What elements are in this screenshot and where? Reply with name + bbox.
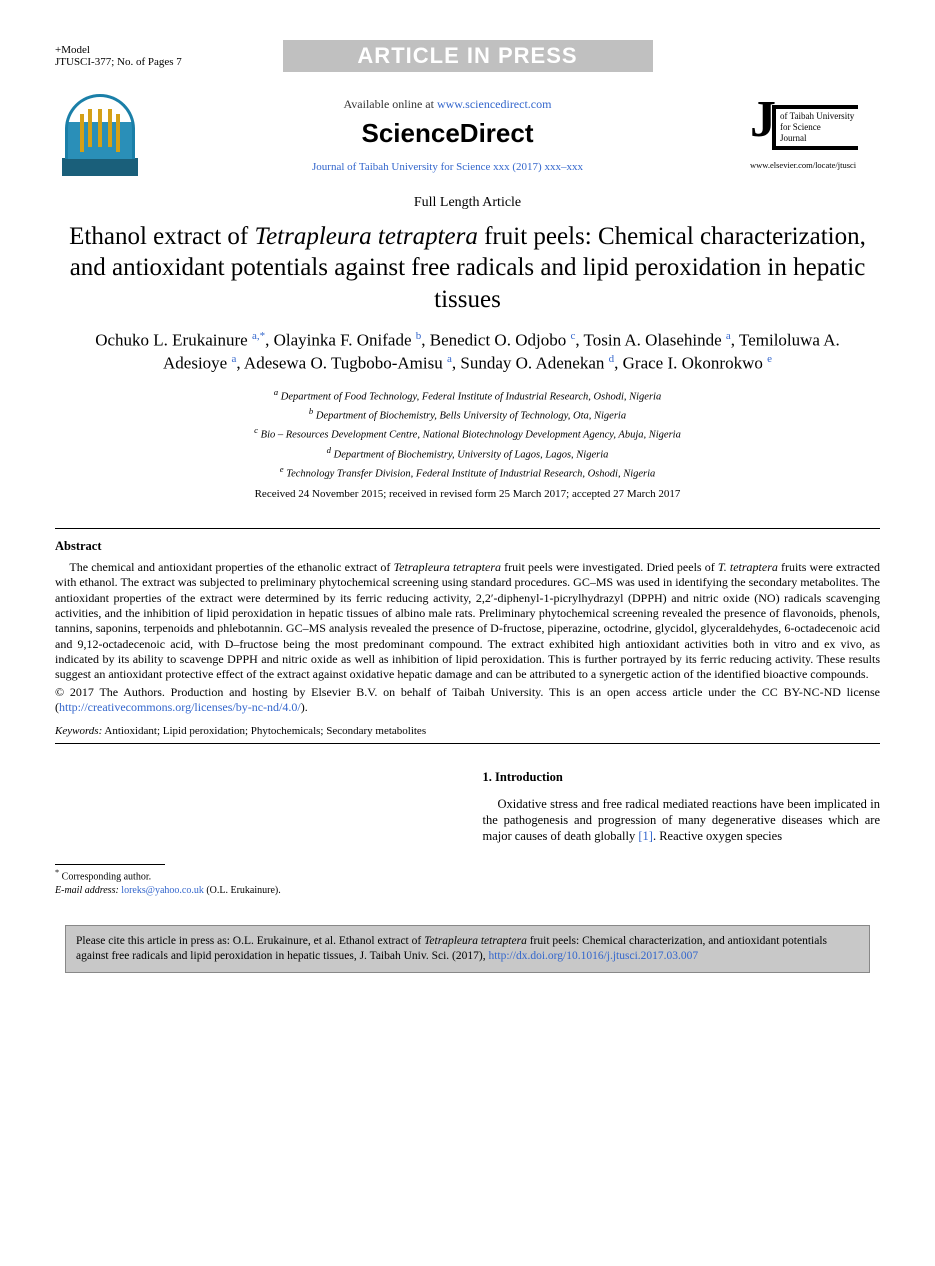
author-7-aff[interactable]: d [609, 353, 615, 365]
aff-a: a Department of Food Technology, Federal… [55, 386, 880, 405]
model-label: +Model [55, 44, 283, 56]
corresponding-rule [55, 864, 165, 865]
taibah-logo [55, 82, 145, 187]
affiliations: a Department of Food Technology, Federal… [55, 386, 880, 482]
masthead-center: Available online at www.sciencedirect.co… [145, 97, 750, 173]
intro-paragraph: Oxidative stress and free radical mediat… [483, 796, 881, 845]
abstract-heading: Abstract [55, 539, 880, 554]
author-8-aff[interactable]: e [767, 353, 772, 365]
right-column: 1. Introduction Oxidative stress and fre… [483, 769, 881, 896]
corresponding-email-link[interactable]: loreks@yahoo.co.uk [121, 885, 204, 896]
j-line-1: of Taibah University [780, 111, 854, 122]
author-3-aff[interactable]: c [570, 330, 575, 342]
authors-block: Ochuko L. Erukainure a,*, Olayinka F. On… [80, 329, 855, 376]
aff-c: c Bio – Resources Development Centre, Na… [55, 424, 880, 443]
taibah-logo-base [62, 158, 138, 176]
author-3: Benedict O. Odjobo [430, 330, 566, 349]
aff-b: b Department of Biochemistry, Bells Univ… [55, 405, 880, 424]
author-2: Olayinka F. Onifade [274, 330, 412, 349]
author-4: Tosin A. Olasehinde [584, 330, 722, 349]
title-part1: Ethanol extract of [69, 223, 254, 250]
article-dates: Received 24 November 2015; received in r… [55, 488, 880, 500]
journal-logo-right: J of Taibah University for Science Journ… [750, 99, 880, 169]
cc-license-link[interactable]: http://creativecommons.org/licenses/by-n… [59, 700, 301, 714]
rule-top [55, 528, 880, 529]
j-logo-text: of Taibah University for Science Journal [772, 105, 858, 149]
available-prefix: Available online at [344, 97, 437, 111]
j-line-2: for Science [780, 122, 854, 133]
aff-e: e Technology Transfer Division, Federal … [55, 463, 880, 482]
two-column-body: * Corresponding author. E-mail address: … [55, 769, 880, 896]
keywords: Keywords: Antioxidant; Lipid peroxidatio… [55, 725, 880, 737]
article-title: Ethanol extract of Tetrapleura tetrapter… [65, 221, 870, 315]
author-8: Grace I. Okonrokwo [623, 354, 763, 373]
left-column: * Corresponding author. E-mail address: … [55, 769, 453, 896]
rule-bottom [55, 743, 880, 744]
doi-link[interactable]: http://dx.doi.org/10.1016/j.jtusci.2017.… [488, 950, 698, 962]
copyright-line: © 2017 The Authors. Production and hosti… [55, 685, 880, 716]
taibah-logo-arch [65, 94, 135, 159]
author-4-aff[interactable]: a [726, 330, 731, 342]
author-1-aff[interactable]: a, [252, 330, 260, 342]
keywords-label: Keywords: [55, 725, 102, 737]
author-5-aff[interactable]: a [231, 353, 236, 365]
author-6-aff[interactable]: a [447, 353, 452, 365]
title-italic: Tetrapleura tetraptera [254, 223, 477, 250]
intro-heading: 1. Introduction [483, 769, 881, 785]
keywords-text: Antioxidant; Lipid peroxidation; Phytoch… [102, 725, 426, 737]
author-7: Sunday O. Adenekan [460, 354, 604, 373]
ref-1-link[interactable]: [1] [638, 829, 653, 843]
journal-citation: Journal of Taibah University for Science… [145, 161, 750, 173]
header-model-block: +Model JTUSCI-377; No. of Pages 7 [55, 44, 283, 68]
masthead: Available online at www.sciencedirect.co… [55, 82, 880, 187]
sciencedirect-brand: ScienceDirect [145, 118, 750, 149]
article-in-press-banner: ARTICLE IN PRESS [283, 40, 653, 72]
journal-citation-link[interactable]: Journal of Taibah University for Science… [312, 161, 583, 173]
author-6: Adesewa O. Tugbobo-Amisu [244, 354, 443, 373]
abstract-body: The chemical and antioxidant properties … [55, 560, 880, 683]
elsevier-locate: www.elsevier.com/locate/jtusci [750, 160, 856, 170]
aff-d: d Department of Biochemistry, University… [55, 444, 880, 463]
author-1: Ochuko L. Erukainure [95, 330, 247, 349]
sciencedirect-link[interactable]: www.sciencedirect.com [437, 97, 552, 111]
j-line-3: Journal [780, 133, 854, 144]
author-2-aff[interactable]: b [416, 330, 422, 342]
header-strip: +Model JTUSCI-377; No. of Pages 7 ARTICL… [55, 40, 880, 72]
article-type: Full Length Article [55, 195, 880, 211]
corresponding-author: * Corresponding author. E-mail address: … [55, 868, 453, 896]
j-logo: J of Taibah University for Science Journ… [750, 99, 858, 149]
available-online: Available online at www.sciencedirect.co… [145, 97, 750, 112]
citation-box: Please cite this article in press as: O.… [65, 925, 870, 973]
doc-id: JTUSCI-377; No. of Pages 7 [55, 56, 283, 68]
author-1-corr[interactable]: * [260, 330, 266, 342]
